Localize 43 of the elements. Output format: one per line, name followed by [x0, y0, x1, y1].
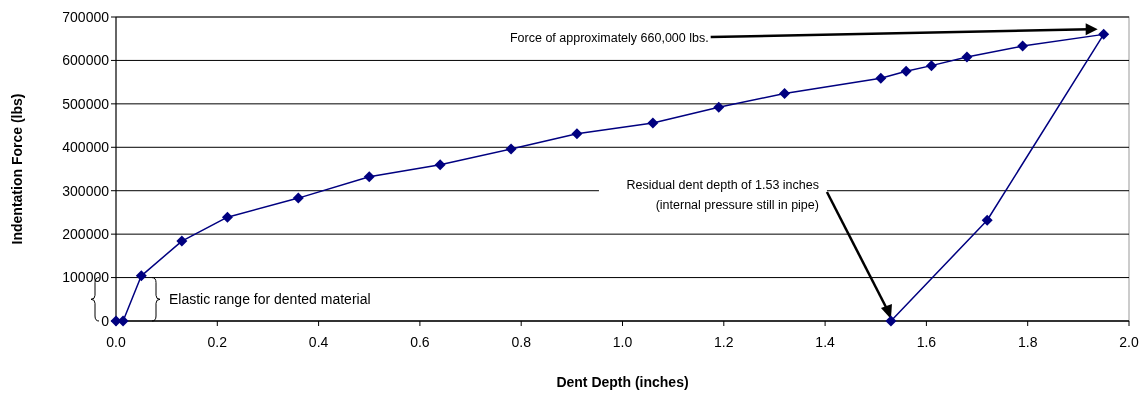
y-axis-title: Indentation Force (lbs): [9, 93, 25, 245]
y-tick-label: 200000: [62, 226, 110, 243]
x-tick-label: 1.8: [1017, 334, 1038, 350]
point: [135, 270, 147, 282]
x-tick-label: 0.2: [207, 334, 228, 350]
point: [875, 72, 887, 84]
x-tick-label: 1.4: [815, 334, 836, 350]
point: [434, 159, 446, 171]
x-tick-label: 1.0: [612, 334, 633, 350]
point: [176, 235, 188, 247]
y-tick-label: 0: [101, 312, 110, 329]
point: [505, 143, 517, 155]
point: [779, 87, 791, 99]
x-tick-label: 1.2: [714, 334, 734, 350]
x-tick-label: 0.0: [106, 334, 126, 350]
point: [885, 315, 897, 327]
point: [1098, 28, 1110, 40]
point: [900, 65, 912, 77]
y-tick-label: 400000: [62, 139, 110, 156]
x-tick-label: 1.6: [916, 334, 937, 350]
x-tick-label: 0.8: [511, 334, 532, 350]
point: [647, 117, 659, 129]
y-tick-label: 100000: [62, 269, 110, 286]
y-tick-label: 700000: [62, 8, 110, 25]
point: [981, 214, 993, 226]
point: [363, 171, 375, 183]
y-tick-label: 600000: [62, 52, 110, 69]
annotation: Force of approximately 660,000 lbs.: [509, 31, 709, 45]
point: [221, 211, 233, 223]
point: [571, 128, 583, 140]
annotation: Elastic range for dented material: [169, 291, 371, 308]
x-tick-label: 0.6: [410, 334, 430, 350]
point: [713, 101, 725, 113]
point: [925, 60, 937, 72]
y-tick-label: 300000: [62, 182, 110, 199]
point: [1017, 40, 1029, 52]
annotation: Residual dent depth of 1.53 inches (internal pressure still in pipe): [626, 178, 819, 212]
point: [292, 192, 304, 204]
x-tick-label: 2.0: [1119, 334, 1139, 350]
point: [961, 51, 973, 63]
x-tick-label: 0.4: [308, 334, 329, 350]
y-tick-label: 500000: [62, 95, 110, 112]
x-axis-title: Dent Depth (inches): [556, 374, 689, 390]
